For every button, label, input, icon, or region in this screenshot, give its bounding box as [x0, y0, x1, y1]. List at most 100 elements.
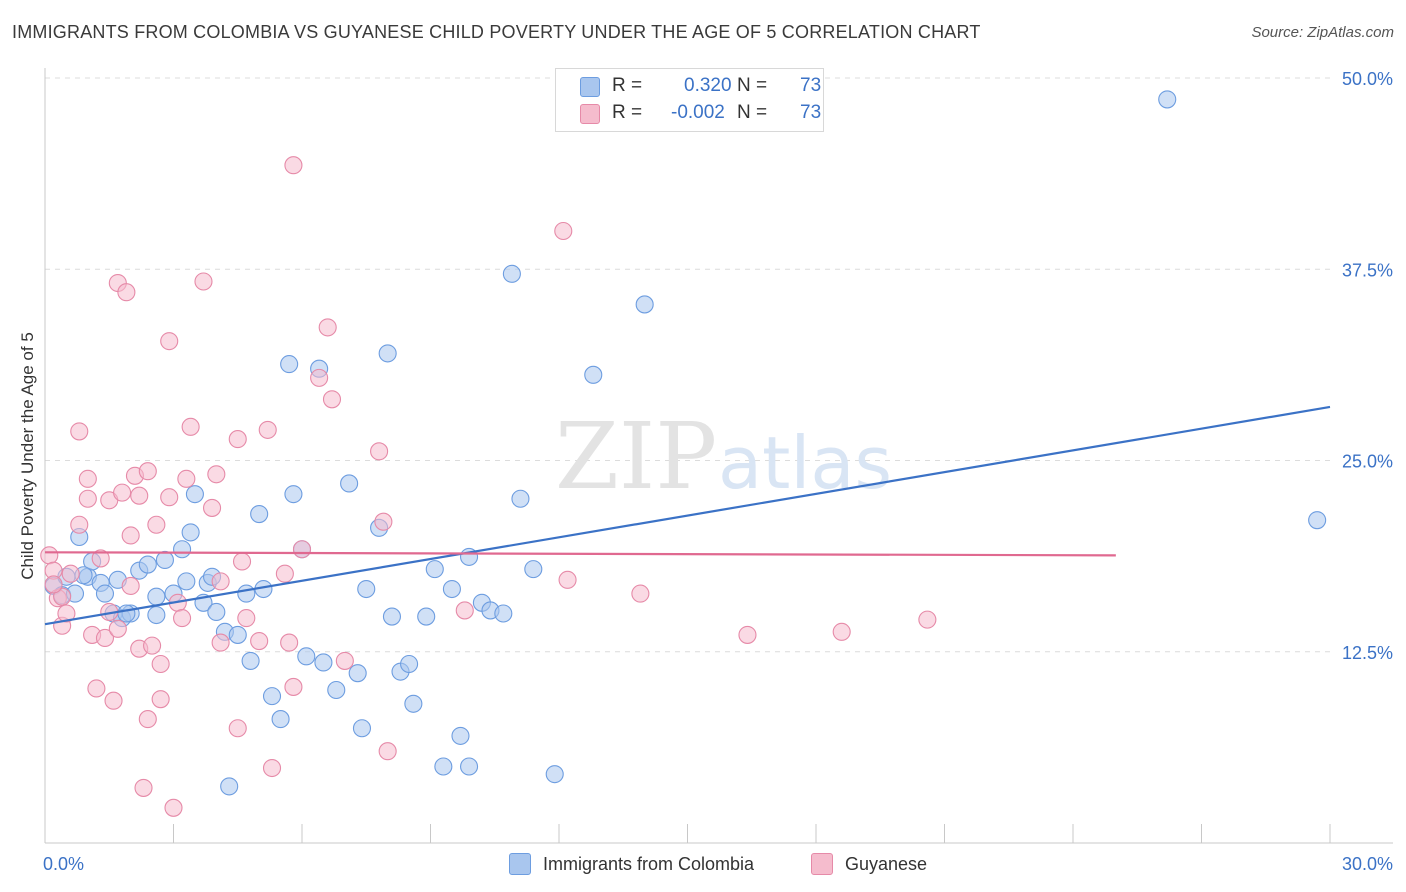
n-value-colombia: 73	[800, 75, 822, 96]
chart-source: Source: ZipAtlas.com	[1251, 24, 1394, 41]
grid-lines	[45, 77, 1330, 653]
data-point	[160, 488, 179, 507]
data-point	[250, 504, 269, 524]
data-point	[459, 757, 479, 776]
data-point	[232, 552, 252, 571]
data-point	[374, 512, 393, 531]
data-point	[352, 719, 372, 738]
data-point	[147, 605, 166, 625]
data-point	[130, 486, 149, 505]
guyanese-swatch	[580, 104, 600, 124]
data-point	[220, 777, 239, 796]
data-point	[203, 498, 222, 517]
data-point	[434, 757, 453, 776]
data-point	[138, 462, 157, 481]
data-point	[228, 430, 247, 449]
data-point	[584, 365, 603, 384]
data-point	[194, 272, 213, 291]
data-point	[262, 758, 282, 778]
data-point	[237, 609, 256, 628]
watermark-atlas: atlas	[718, 421, 892, 505]
data-point	[138, 710, 157, 729]
n-label: N =	[737, 102, 768, 123]
n-value-guyanese: 73	[800, 102, 822, 123]
data-point	[335, 651, 354, 670]
data-point	[121, 526, 140, 545]
data-point	[635, 295, 654, 314]
x-tick-label: 30.0%	[1342, 854, 1393, 874]
data-point	[241, 651, 260, 670]
data-point	[181, 417, 200, 436]
data-point	[1158, 90, 1177, 109]
data-point	[425, 560, 444, 579]
legend-item-guyanese[interactable]: Guyanese	[811, 852, 927, 876]
data-point	[78, 489, 97, 508]
data-point	[494, 604, 513, 623]
data-point	[318, 318, 337, 337]
data-point	[87, 679, 106, 698]
data-point	[314, 653, 333, 672]
data-point	[284, 485, 303, 504]
data-point	[177, 469, 196, 488]
legend-item-colombia[interactable]: Immigrants from Colombia	[509, 852, 754, 876]
data-point	[832, 622, 851, 641]
data-point	[228, 719, 247, 738]
data-point	[181, 523, 200, 542]
data-point	[138, 555, 157, 574]
colombia-swatch	[580, 77, 600, 97]
data-point	[1308, 511, 1327, 530]
trend-lines	[44, 405, 1331, 626]
r-value-colombia: 0.320	[684, 75, 732, 96]
data-point	[357, 579, 376, 599]
data-point	[117, 604, 136, 623]
chart-title: IMMIGRANTS FROM COLOMBIA VS GUYANESE CHI…	[12, 22, 981, 42]
trend-line	[44, 551, 1116, 557]
data-point	[151, 690, 170, 709]
data-point	[40, 546, 59, 565]
data-point	[631, 584, 650, 603]
data-point	[173, 540, 192, 559]
data-point	[237, 584, 256, 603]
data-point	[228, 625, 247, 644]
data-point	[151, 654, 170, 674]
data-point	[310, 368, 329, 387]
data-point	[284, 677, 303, 696]
data-point	[554, 221, 573, 241]
data-point	[275, 564, 294, 583]
y-tick-label: 12.5%	[1342, 643, 1393, 663]
axes	[44, 68, 1393, 844]
data-point	[147, 515, 166, 534]
data-point	[95, 584, 115, 603]
data-point	[284, 156, 303, 175]
data-point	[78, 469, 97, 488]
data-point	[185, 485, 204, 504]
data-point	[738, 625, 757, 644]
data-point	[545, 765, 564, 784]
data-point	[322, 390, 342, 409]
data-point	[292, 540, 312, 559]
data-point	[104, 691, 123, 710]
r-value-guyanese: -0.002	[671, 102, 725, 123]
r-label: R =	[612, 75, 643, 96]
data-point	[147, 587, 166, 606]
data-point	[160, 332, 179, 351]
data-point	[511, 489, 530, 508]
x-tick-label: 0.0%	[43, 854, 84, 874]
data-point	[262, 687, 282, 706]
data-point	[378, 344, 397, 363]
data-point	[918, 610, 937, 629]
data-point	[451, 726, 470, 745]
y-tick-label: 25.0%	[1342, 452, 1393, 472]
data-point	[95, 628, 115, 648]
r-label: R =	[612, 102, 643, 123]
data-point	[211, 633, 230, 652]
trend-line	[44, 405, 1331, 626]
data-point	[207, 465, 226, 484]
data-point	[348, 664, 367, 683]
data-point	[155, 550, 174, 570]
data-point	[327, 680, 346, 700]
data-point	[378, 742, 397, 761]
data-point	[121, 576, 140, 596]
data-point	[297, 647, 316, 666]
data-point	[442, 579, 461, 599]
